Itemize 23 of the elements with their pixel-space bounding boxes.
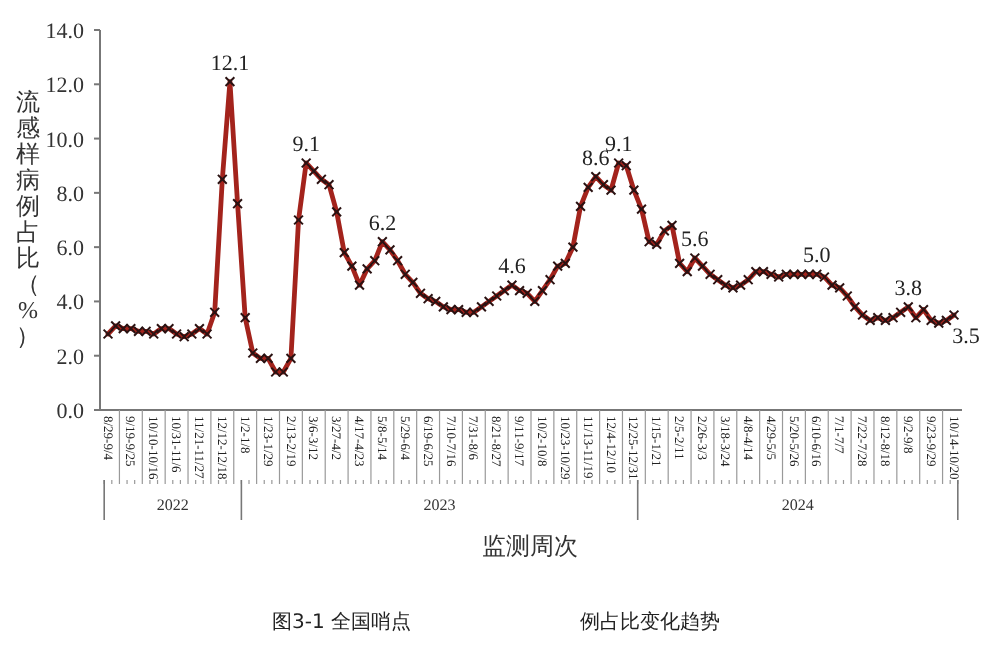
text: 例占比变化趋势 — [580, 610, 720, 634]
data-label: 4.6 — [498, 255, 527, 280]
data-label: 9.1 — [292, 133, 320, 157]
y-tick-label: 14.0 — [45, 20, 85, 44]
x-axis-title: 监测周次 — [482, 532, 578, 560]
text: 2022 — [156, 496, 189, 514]
y-tick-label: 10.0 — [45, 128, 85, 153]
text: 2024 — [781, 496, 814, 514]
caption: 图3-1 全国哨点 — [272, 610, 412, 634]
data-label: 3.8 — [894, 276, 924, 301]
y-tick-label: 8.0 — [56, 182, 85, 207]
data-label: 6.2 — [368, 211, 397, 236]
y-tick-label: 0.0 — [56, 400, 85, 424]
text: 流感样病例占比（%） — [16, 88, 40, 350]
data-label: 5.6 — [681, 228, 710, 252]
y-tick-label: 6.0 — [56, 237, 85, 262]
y-tick-label: 2.0 — [56, 345, 85, 370]
y-tick-label: 4.0 — [56, 291, 85, 316]
data-label: 12.1 — [210, 51, 250, 76]
data-label: 3.5 — [952, 325, 981, 349]
y-tick-label: 12.0 — [45, 74, 85, 99]
data-label: 5.0 — [803, 244, 832, 269]
text: 2023 — [423, 496, 456, 514]
